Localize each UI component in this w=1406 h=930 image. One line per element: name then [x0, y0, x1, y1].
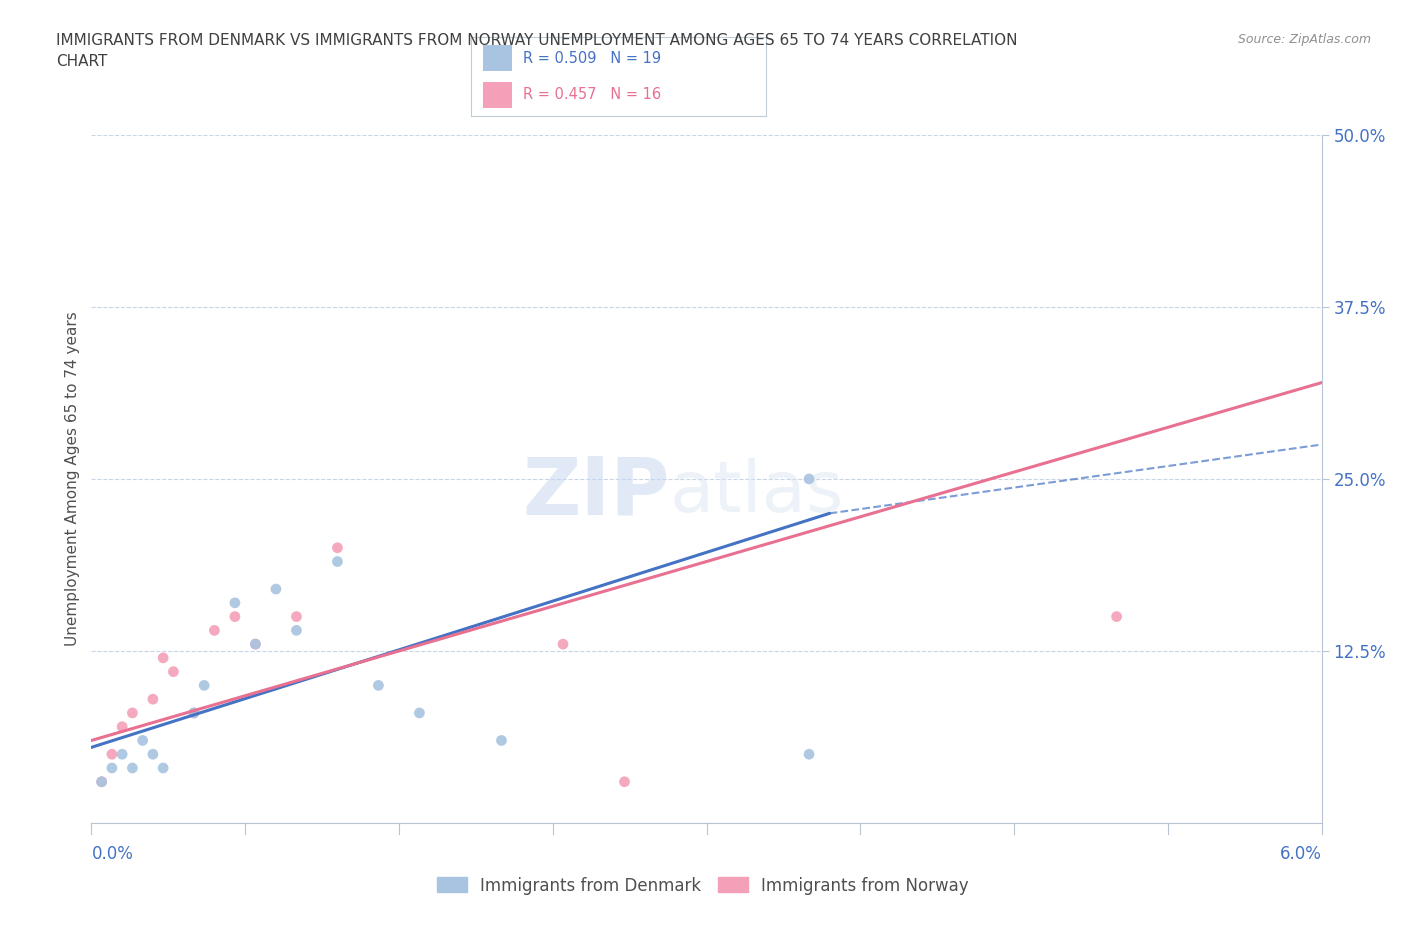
Point	[1105, 609, 1128, 624]
Legend: Immigrants from Denmark, Immigrants from Norway: Immigrants from Denmark, Immigrants from…	[430, 870, 976, 901]
Point	[285, 609, 308, 624]
Point	[142, 692, 165, 707]
Point	[90, 775, 112, 790]
Text: 0.0%: 0.0%	[91, 844, 134, 863]
Point	[162, 664, 184, 679]
Point	[152, 761, 174, 776]
Y-axis label: Unemployment Among Ages 65 to 74 years: Unemployment Among Ages 65 to 74 years	[65, 312, 80, 646]
Bar	[482, 82, 512, 109]
Text: IMMIGRANTS FROM DENMARK VS IMMIGRANTS FROM NORWAY UNEMPLOYMENT AMONG AGES 65 TO : IMMIGRANTS FROM DENMARK VS IMMIGRANTS FR…	[56, 33, 1018, 69]
Point	[408, 706, 430, 721]
Point	[245, 637, 267, 652]
Point	[326, 554, 349, 569]
Point	[202, 623, 225, 638]
Point	[797, 472, 820, 486]
Point	[797, 747, 820, 762]
Point	[101, 747, 124, 762]
Point	[101, 761, 124, 776]
Point	[285, 623, 308, 638]
Point	[90, 775, 112, 790]
Text: R = 0.457   N = 16: R = 0.457 N = 16	[523, 87, 661, 102]
Point	[551, 637, 574, 652]
Text: 6.0%: 6.0%	[1279, 844, 1322, 863]
Text: R = 0.509   N = 19: R = 0.509 N = 19	[523, 50, 661, 66]
Text: Source: ZipAtlas.com: Source: ZipAtlas.com	[1237, 33, 1371, 46]
Point	[613, 775, 636, 790]
Point	[183, 706, 205, 721]
Point	[111, 719, 134, 734]
Text: ZIP: ZIP	[523, 454, 669, 532]
Point	[121, 706, 143, 721]
Point	[326, 540, 349, 555]
Bar	[482, 46, 512, 72]
Point	[224, 595, 246, 610]
Point	[491, 733, 513, 748]
Point	[111, 747, 134, 762]
Point	[367, 678, 389, 693]
Text: atlas: atlas	[669, 458, 844, 527]
Point	[131, 733, 153, 748]
Point	[142, 747, 165, 762]
Point	[121, 761, 143, 776]
Point	[193, 678, 215, 693]
Point	[183, 706, 205, 721]
Point	[264, 581, 287, 596]
Point	[224, 609, 246, 624]
Point	[245, 637, 267, 652]
Point	[152, 650, 174, 665]
